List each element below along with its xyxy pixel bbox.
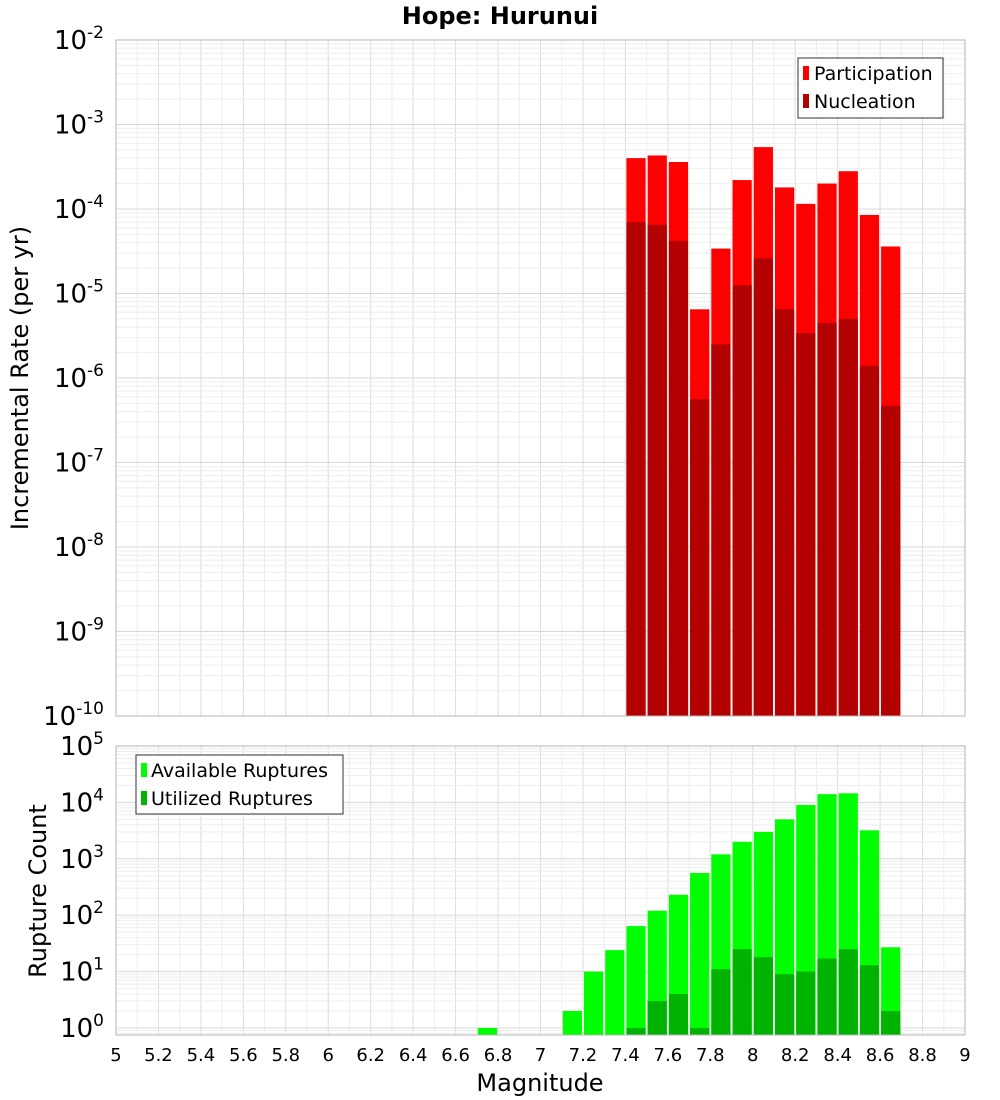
x-tick-label: 6.6: [441, 1045, 470, 1066]
bar-nucleation: [753, 258, 773, 716]
chart-title: Hope: Hurunui: [402, 2, 598, 30]
x-tick-label: 5: [110, 1045, 121, 1066]
x-tick-label: 8.6: [866, 1045, 895, 1066]
x-tick-label: 5.4: [187, 1045, 216, 1066]
x-tick-label: 8.2: [781, 1045, 810, 1066]
x-tick-label: 8: [747, 1045, 758, 1066]
rate-y-tick-label: 10-2: [54, 23, 104, 56]
count-y-tick-label: 103: [60, 842, 104, 875]
rate-y-tick-label: 10-3: [54, 108, 104, 141]
x-tick-label: 7.6: [654, 1045, 683, 1066]
bar-utilized-ruptures: [774, 974, 795, 1035]
x-tick-label: 7.2: [569, 1045, 598, 1066]
count-y-tick-label: 101: [60, 955, 104, 988]
bar-available-ruptures: [626, 926, 646, 1035]
bar-nucleation: [711, 344, 731, 716]
bar-utilized-ruptures: [753, 957, 773, 1035]
legend-label-participation: Participation: [814, 63, 933, 85]
legend-swatch-nucleation: [803, 94, 809, 108]
x-tick-label: 7.4: [611, 1045, 640, 1066]
x-tick-label: 8.4: [823, 1045, 852, 1066]
rate-legend: Participation Nucleation: [797, 57, 944, 119]
bar-available-ruptures: [690, 872, 710, 1035]
x-axis-label: Magnitude: [476, 1069, 603, 1097]
count-y-tick-label: 105: [60, 729, 104, 762]
bar-nucleation: [774, 309, 795, 716]
rate-legend-box: [797, 57, 944, 119]
bar-nucleation: [796, 333, 816, 716]
x-tick-label: 6.4: [399, 1045, 428, 1066]
bar-available-ruptures: [605, 950, 625, 1035]
rate-y-axis-label: Incremental Rate (per yr): [6, 226, 34, 530]
bar-utilized-ruptures: [647, 1001, 667, 1035]
x-tick-label: 9: [959, 1045, 970, 1066]
rate-y-tick-label: 10-5: [54, 277, 104, 310]
count-x-ticks: 5 5.2 5.4 5.6 5.8 6 6.2 6.4 6.6 6.8 7 7.2 7.4 7.6 7.8 8…: [110, 1045, 970, 1066]
bar-nucleation: [817, 322, 837, 716]
legend-swatch-utilized: [141, 791, 147, 805]
rate-y-tick-label: 10-9: [54, 615, 104, 648]
count-y-tick-label: 100: [60, 1011, 104, 1044]
count-y-tick-label: 104: [60, 785, 104, 818]
bar-utilized-ruptures: [690, 1027, 710, 1035]
bar-utilized-ruptures: [711, 969, 731, 1035]
bar-utilized-ruptures: [796, 971, 816, 1035]
x-tick-label: 5.8: [271, 1045, 300, 1066]
rate-y-tick-label: 10-4: [54, 192, 104, 225]
count-y-ticks: 105 104 103 102 101 100: [60, 729, 104, 1044]
rate-y-tick-label: 10-8: [54, 530, 104, 563]
count-y-axis-label: Rupture Count: [24, 804, 52, 978]
bar-nucleation: [838, 318, 858, 716]
x-tick-label: 6.8: [484, 1045, 513, 1066]
rate-panel: 10-2 10-3 10-4 10-5 10-6 10-7 10-8 10-9 10-10 In…: [6, 23, 966, 732]
legend-label-available: Available Ruptures: [151, 760, 328, 782]
rate-y-tick-label: 10-6: [54, 361, 104, 394]
bar-utilized-ruptures: [626, 1027, 646, 1035]
count-plot-frame: [115, 745, 966, 1036]
legend-label-nucleation: Nucleation: [814, 91, 916, 113]
bar-utilized-ruptures: [859, 965, 880, 1035]
bar-available-ruptures: [477, 1027, 498, 1035]
rate-grid: [115, 39, 966, 717]
bar-utilized-ruptures: [732, 949, 752, 1035]
rate-y-tick-label: 10-10: [43, 699, 104, 732]
bar-nucleation: [881, 405, 901, 716]
x-tick-label: 5.2: [144, 1045, 173, 1066]
x-tick-label: 6.2: [356, 1045, 385, 1066]
count-panel: 105 104 103 102 101 100 5 5.2 5.4 5.6 5.8 6 6.2 6.4 6…: [24, 729, 971, 1097]
bar-nucleation: [690, 399, 710, 716]
bar-utilized-ruptures: [668, 994, 689, 1035]
x-tick-label: 5.6: [229, 1045, 258, 1066]
rate-y-tick-label: 10-7: [54, 446, 104, 479]
bar-available-ruptures: [583, 971, 604, 1035]
bar-available-ruptures: [562, 1010, 582, 1035]
legend-swatch-participation: [803, 66, 809, 80]
rate-bars: [626, 147, 901, 717]
bar-utilized-ruptures: [817, 958, 837, 1035]
x-tick-label: 6: [323, 1045, 334, 1066]
bar-nucleation: [647, 224, 667, 716]
legend-swatch-available: [141, 763, 147, 777]
count-bars: [477, 793, 901, 1035]
bar-nucleation: [859, 365, 880, 716]
bar-nucleation: [732, 285, 752, 716]
x-tick-label: 7: [535, 1045, 546, 1066]
bar-utilized-ruptures: [838, 949, 858, 1035]
count-legend: Available Ruptures Utilized Ruptures: [135, 754, 344, 815]
count-legend-box: [135, 754, 344, 815]
x-tick-label: 7.8: [696, 1045, 725, 1066]
bar-nucleation: [668, 240, 689, 716]
x-tick-label: 8.8: [908, 1045, 937, 1066]
bar-nucleation: [626, 222, 646, 716]
bar-utilized-ruptures: [881, 1010, 901, 1035]
legend-label-utilized: Utilized Ruptures: [151, 788, 313, 810]
rate-plot-frame: [115, 39, 966, 717]
count-y-tick-label: 102: [60, 898, 104, 931]
rate-y-ticks: 10-2 10-3 10-4 10-5 10-6 10-7 10-8 10-9 10-10: [43, 23, 104, 732]
